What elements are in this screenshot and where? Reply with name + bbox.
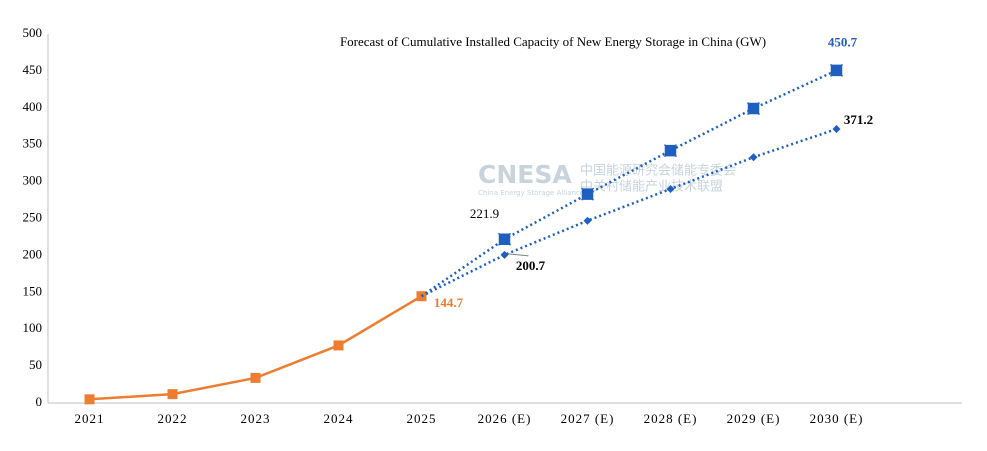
marker [829,63,844,77]
x-tick-label: 2022 [158,411,188,426]
x-tick-label: 2023 [241,411,271,426]
marker [832,125,841,134]
marker [666,184,675,193]
y-tick-label: 250 [23,209,43,224]
x-tick-label: 2030 (E) [810,411,864,426]
x-tick-label: 2027 (E) [561,411,615,426]
y-tick-label: 0 [36,394,43,409]
data-label: 200.7 [516,258,546,273]
data-label: 371.2 [844,112,873,127]
marker [250,372,261,383]
y-tick-label: 50 [29,357,42,372]
y-tick-label: 200 [23,246,43,261]
marker [663,144,678,158]
y-tick-label: 100 [23,320,43,335]
y-tick-label: 500 [23,25,43,40]
series-line [89,295,423,401]
x-tick-label: 2028 (E) [644,411,698,426]
watermark-text: China Energy Storage Alliance [478,189,584,197]
marker [749,153,758,162]
watermark-text: 中国能源研究会储能专委会 [580,164,736,179]
y-tick-label: 400 [23,99,43,114]
series-line [420,69,838,298]
data-label: 144.7 [434,295,464,310]
y-tick-label: 450 [23,62,43,77]
chart-title: Forecast of Cumulative Installed Capacit… [340,34,766,49]
x-tick-label: 2025 [407,411,437,426]
x-tick-label: 2026 (E) [478,411,532,426]
series-line [420,127,837,298]
watermark-logo: CNESA [478,160,572,189]
y-tick-label: 150 [23,283,43,298]
data-label: 450.7 [828,34,858,49]
marker [580,187,595,201]
marker [497,232,512,246]
x-tick-label: 2024 [324,411,354,426]
marker [167,389,178,400]
watermark-text: 中关村储能产业技术联盟 [580,180,723,195]
marker [500,250,509,259]
y-tick-label: 350 [23,136,43,151]
marker [333,340,344,351]
watermark: CNESA 中国能源研究会储能专委会 中关村储能产业技术联盟 China Ene… [478,160,736,197]
x-tick-label: 2029 (E) [727,411,781,426]
data-label: 221.9 [470,206,499,221]
marker [84,394,95,405]
marker [746,102,761,116]
x-tick-label: 2021 [75,411,105,426]
y-tick-label: 300 [23,173,43,188]
marker [583,216,592,225]
leader-line [508,253,529,257]
